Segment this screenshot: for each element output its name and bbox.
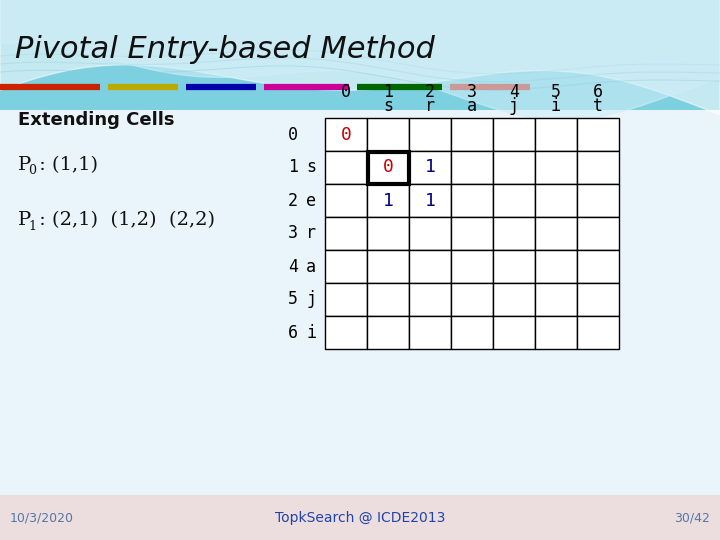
Text: i: i	[306, 323, 316, 341]
Bar	[325, 217, 367, 250]
Bar	[409, 184, 451, 217]
Text: 1: 1	[28, 219, 36, 233]
Bar	[451, 151, 493, 184]
Bar	[535, 250, 577, 283]
Text: 0: 0	[341, 83, 351, 101]
Text: 3: 3	[288, 225, 298, 242]
Bar	[409, 316, 451, 349]
Text: 5: 5	[551, 83, 561, 101]
Text: r: r	[425, 97, 435, 115]
Bar	[535, 118, 577, 151]
Text: 0: 0	[382, 159, 393, 177]
Text: Pivotal Entry-based Method: Pivotal Entry-based Method	[15, 36, 435, 64]
Bar	[577, 283, 619, 316]
Bar	[325, 151, 367, 184]
Text: j: j	[306, 291, 316, 308]
Bar	[577, 151, 619, 184]
Text: 3: 3	[467, 83, 477, 101]
Bar	[325, 283, 367, 316]
Bar	[577, 118, 619, 151]
Bar	[493, 283, 535, 316]
Bar	[451, 118, 493, 151]
Text: 1: 1	[288, 159, 298, 177]
Bar	[577, 217, 619, 250]
Text: a: a	[467, 97, 477, 115]
Text: 6: 6	[593, 83, 603, 101]
Bar	[367, 250, 409, 283]
Text: s: s	[306, 159, 316, 177]
Text: 0: 0	[341, 125, 351, 144]
Bar	[409, 217, 451, 250]
Text: a: a	[306, 258, 316, 275]
Bar	[325, 250, 367, 283]
Text: : (2,1)  (1,2)  (2,2): : (2,1) (1,2) (2,2)	[33, 211, 215, 229]
Bar	[367, 184, 409, 217]
Bar	[493, 316, 535, 349]
Text: 1: 1	[382, 192, 393, 210]
Bar	[451, 217, 493, 250]
Bar	[409, 151, 451, 184]
Text: 5: 5	[288, 291, 298, 308]
Text: s: s	[383, 97, 393, 115]
Bar	[325, 118, 367, 151]
Text: 0: 0	[28, 165, 36, 178]
Text: j: j	[509, 97, 519, 115]
Bar	[577, 316, 619, 349]
Bar	[535, 283, 577, 316]
Bar	[367, 283, 409, 316]
Text: 30/42: 30/42	[674, 511, 710, 524]
Bar	[451, 184, 493, 217]
Bar	[367, 217, 409, 250]
Bar	[493, 118, 535, 151]
Bar	[0, 110, 720, 495]
Bar	[409, 283, 451, 316]
Bar	[451, 250, 493, 283]
Text: 0: 0	[288, 125, 298, 144]
Bar	[409, 250, 451, 283]
Bar	[535, 316, 577, 349]
Text: e: e	[306, 192, 316, 210]
Text: 2: 2	[288, 192, 298, 210]
Bar	[367, 316, 409, 349]
Text: 1: 1	[425, 192, 436, 210]
Text: 4: 4	[288, 258, 298, 275]
Text: 6: 6	[288, 323, 298, 341]
Bar	[577, 250, 619, 283]
Bar	[493, 217, 535, 250]
Text: 2: 2	[425, 83, 435, 101]
Bar	[325, 184, 367, 217]
Text: P: P	[18, 156, 31, 174]
Bar	[493, 250, 535, 283]
Text: P: P	[18, 211, 31, 229]
Bar	[367, 152, 408, 184]
Bar	[577, 184, 619, 217]
Text: 4: 4	[509, 83, 519, 101]
Text: Extending Cells: Extending Cells	[18, 111, 174, 129]
Bar	[535, 151, 577, 184]
Text: t: t	[593, 97, 603, 115]
Text: 1: 1	[425, 159, 436, 177]
Bar	[367, 118, 409, 151]
Bar	[451, 283, 493, 316]
Text: : (1,1): : (1,1)	[33, 156, 98, 174]
Bar	[0, 0, 720, 110]
Bar	[535, 217, 577, 250]
Bar	[451, 316, 493, 349]
Bar	[325, 316, 367, 349]
Text: TopkSearch @ ICDE2013: TopkSearch @ ICDE2013	[275, 511, 445, 525]
Text: 1: 1	[383, 83, 393, 101]
Bar	[493, 151, 535, 184]
Bar	[409, 118, 451, 151]
Text: r: r	[306, 225, 316, 242]
Bar	[0, 495, 720, 540]
Bar	[493, 184, 535, 217]
Text: i: i	[551, 97, 561, 115]
Text: 10/3/2020: 10/3/2020	[10, 511, 74, 524]
Bar	[367, 151, 409, 184]
Bar	[535, 184, 577, 217]
